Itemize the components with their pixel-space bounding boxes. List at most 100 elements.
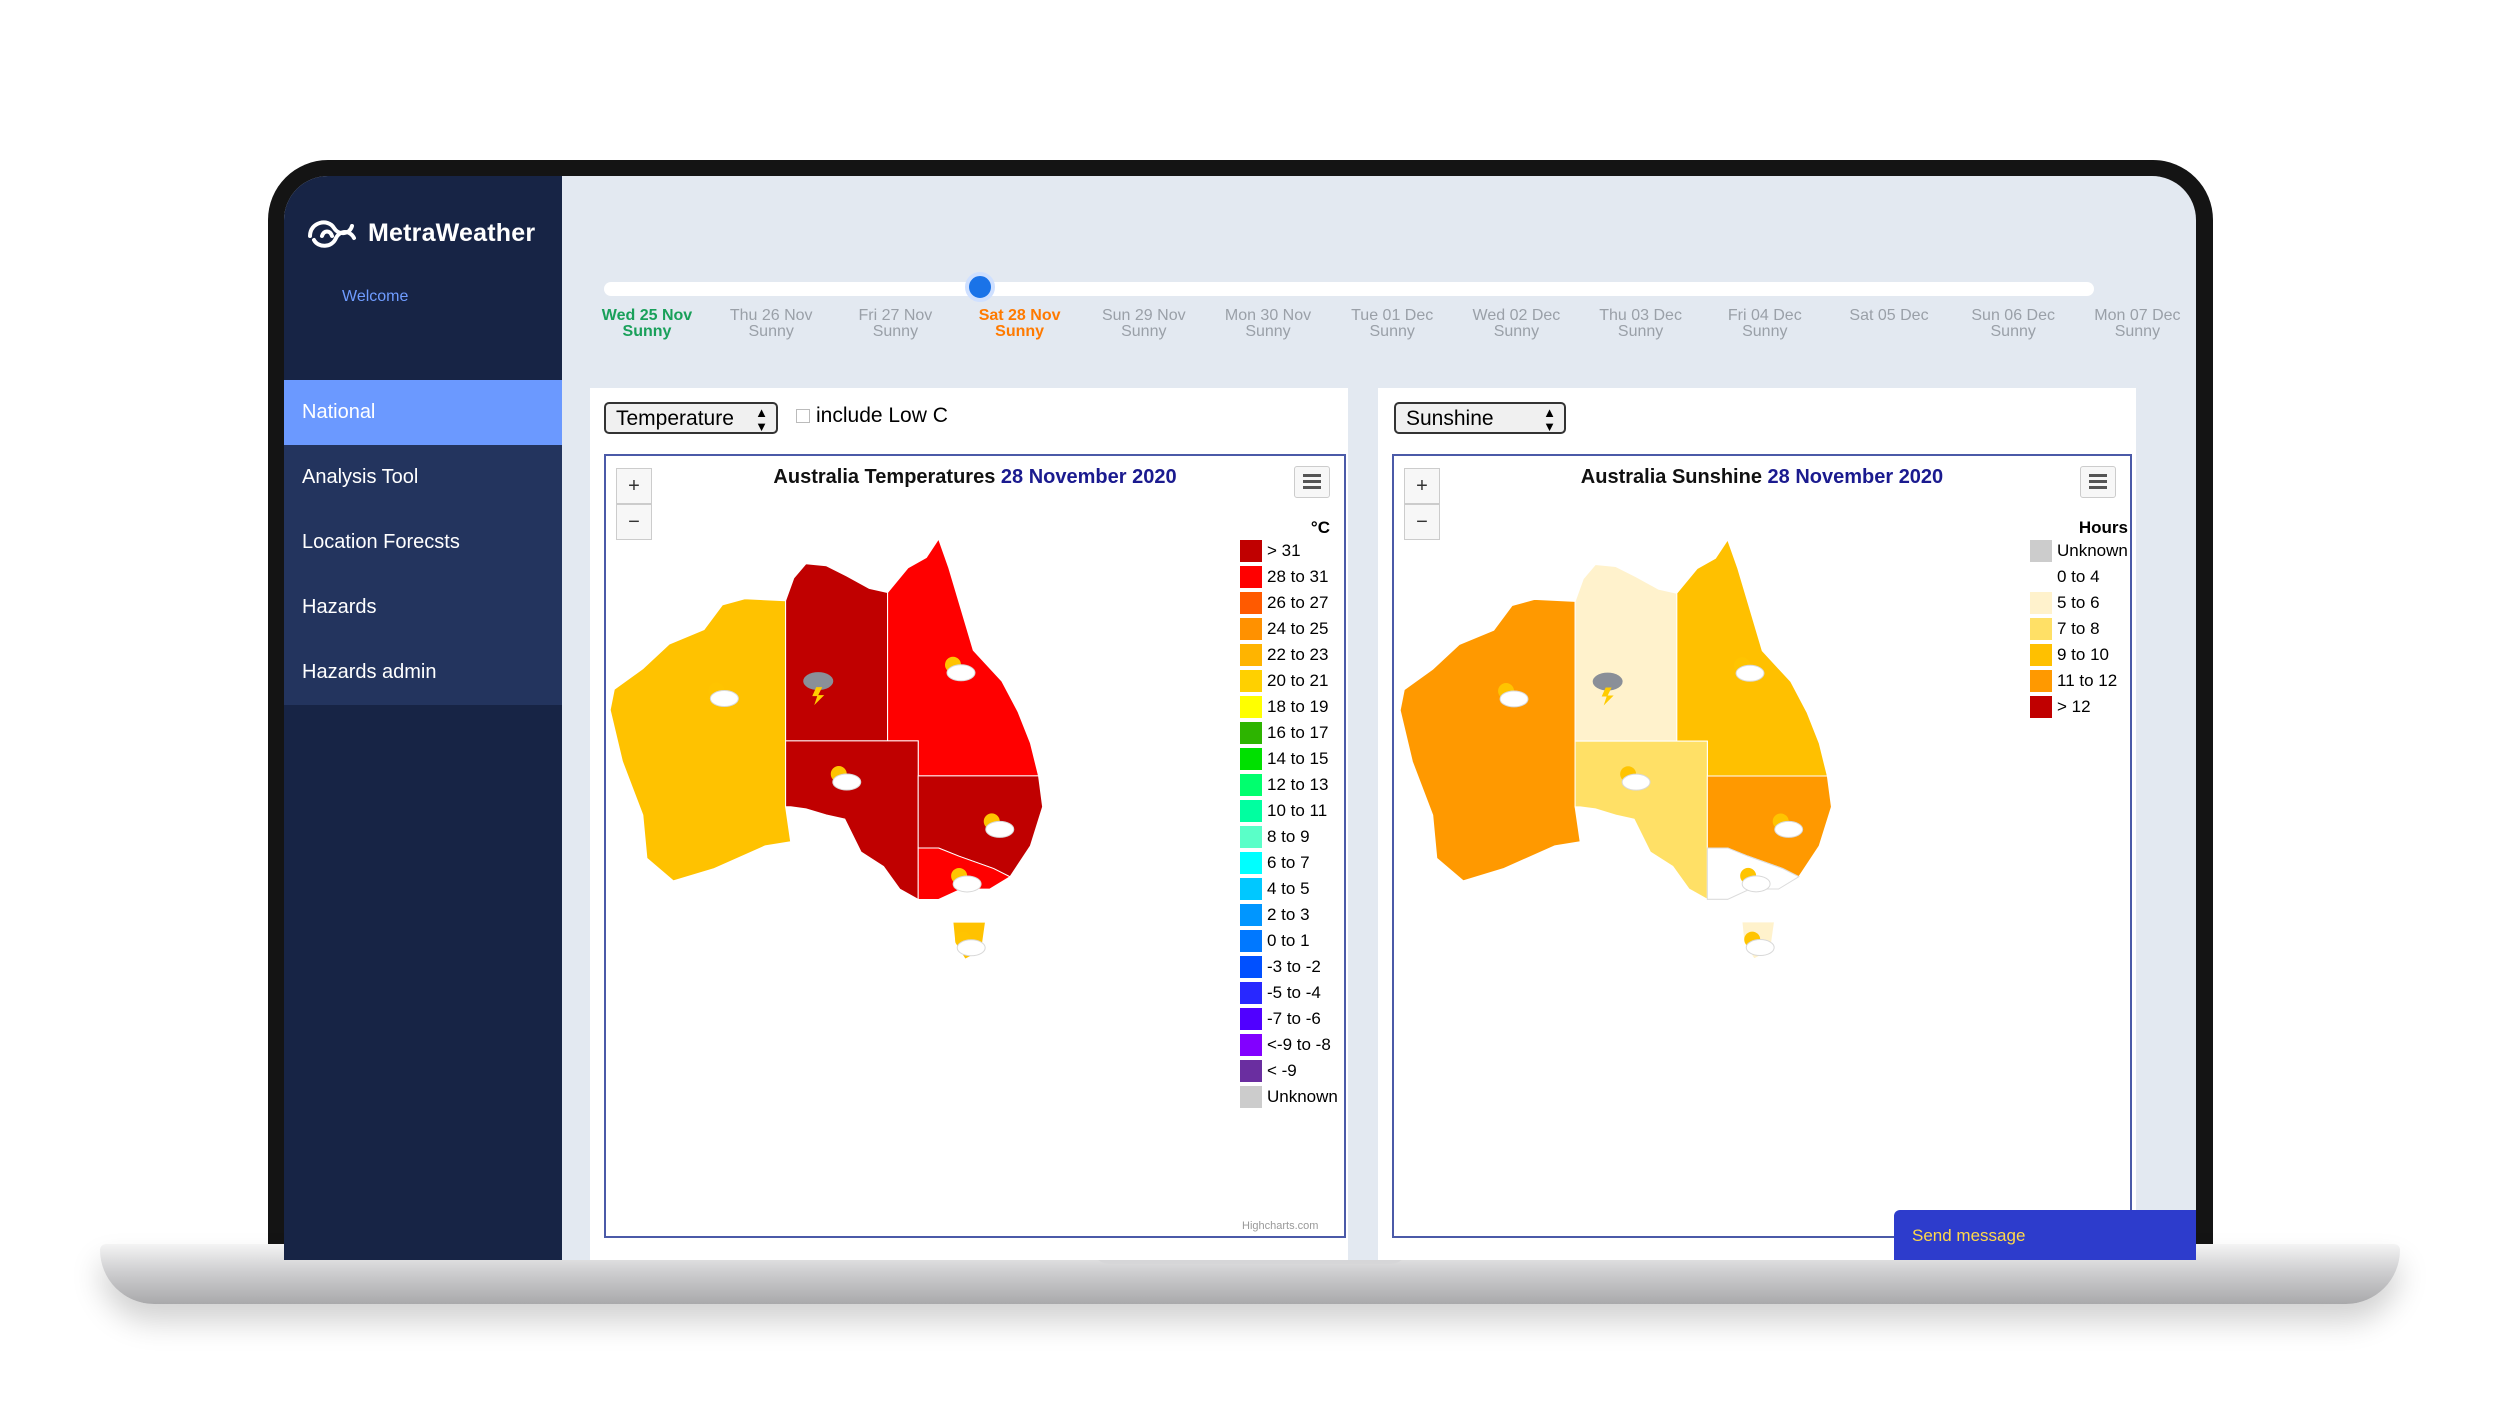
legend-item[interactable]: 14 to 15 [1240,746,1350,772]
legend-item[interactable]: 5 to 6 [2030,590,2130,616]
legend-swatch [1240,982,1262,1004]
state-region-qld[interactable] [1676,538,1829,777]
day-condition: Sunny [1369,323,1415,340]
legend-swatch [1240,1086,1262,1108]
timeline-day[interactable]: Thu 26 Nov Sunny [716,308,826,340]
legend-item[interactable]: 9 to 10 [2030,642,2130,668]
sun-cloud-icon [830,765,862,791]
timeline-slider-handle[interactable] [965,272,995,302]
sidebar-item-hazards-admin[interactable]: Hazards admin [284,640,562,705]
legend-label: 18 to 19 [1267,697,1329,716]
legend-item[interactable]: Unknown [2030,538,2130,564]
legend-item[interactable]: 28 to 31 [1240,564,1350,590]
include-low-checkbox[interactable]: include Low C [796,404,948,428]
legend-item[interactable]: 12 to 13 [1240,772,1350,798]
legend-swatch [2030,592,2052,614]
day-date: Thu 03 Dec [1599,307,1682,324]
brand-logo[interactable]: MetraWeather [306,216,535,250]
sidebar-item-hazards[interactable]: Hazards [284,575,562,640]
legend-swatch [1240,644,1262,666]
map-type-value: Temperature [616,407,734,430]
zoom-in-button[interactable]: + [1404,468,1440,504]
timeline-day[interactable]: Sun 29 Nov Sunny [1089,308,1199,340]
storm-cloud-icon [1592,672,1623,706]
sidebar-item-analysis-tool[interactable]: Analysis Tool [284,445,562,510]
legend-title: °C [1310,518,1330,537]
chart-title: Australia Temperatures 28 November 2020 [606,466,1344,489]
state-region-sa[interactable] [785,740,919,901]
legend-swatch [1240,800,1262,822]
legend-swatch [1240,696,1262,718]
legend-item[interactable]: -3 to -2 [1240,954,1350,980]
legend-item[interactable]: > 31 [1240,538,1350,564]
legend-item[interactable]: 2 to 3 [1240,902,1350,928]
legend-label: 4 to 5 [1267,879,1310,898]
timeline-day[interactable]: Mon 07 Dec Sunny [2082,308,2192,340]
highcharts-credit[interactable]: Highcharts.com [1242,1220,1319,1232]
chart-menu-button[interactable] [2080,466,2116,498]
legend-label: 6 to 7 [1267,853,1310,872]
day-condition: Sunny [1121,323,1167,340]
legend-item[interactable]: 8 to 9 [1240,824,1350,850]
legend-item[interactable]: 0 to 4 [2030,564,2130,590]
sunshine-type-select[interactable]: Sunshine ▲ ▼ [1394,402,1566,434]
legend-swatch [1240,566,1262,588]
zoom-out-button[interactable]: − [616,504,652,540]
storm-cloud-icon [803,672,834,706]
chart-menu-button[interactable] [1294,466,1330,498]
legend-item[interactable]: 10 to 11 [1240,798,1350,824]
legend-item[interactable]: 20 to 21 [1240,668,1350,694]
legend-swatch [1240,1008,1262,1030]
timeline-day[interactable]: Fri 04 Dec Sunny [1710,308,1820,340]
zoom-in-button[interactable]: + [616,468,652,504]
legend-item[interactable]: 16 to 17 [1240,720,1350,746]
legend-item[interactable]: 11 to 12 [2030,668,2130,694]
sidebar-item-national[interactable]: National [284,380,562,445]
legend-label: -3 to -2 [1267,957,1321,976]
state-region-nt[interactable] [785,563,889,742]
legend-item[interactable]: 7 to 8 [2030,616,2130,642]
send-message-button[interactable]: Send message [1894,1210,2196,1260]
state-region-wa[interactable] [609,598,792,882]
sun-cloud-icon [708,682,739,708]
legend-label: 24 to 25 [1267,619,1329,638]
timeline-day[interactable]: Sun 06 Dec Sunny [1958,308,2068,340]
timeline-track[interactable] [604,282,2094,296]
legend-item[interactable]: < -9 [1240,1058,1350,1084]
legend-item[interactable]: 6 to 7 [1240,850,1350,876]
timeline-day[interactable]: Sat 28 Nov Sunny [965,308,1075,340]
legend-item[interactable]: 24 to 25 [1240,616,1350,642]
legend-item[interactable]: 26 to 27 [1240,590,1350,616]
timeline-day[interactable]: Wed 25 Nov Sunny [592,308,702,340]
legend-item[interactable]: 22 to 23 [1240,642,1350,668]
timeline-day[interactable]: Wed 02 Dec Sunny [1461,308,1571,340]
legend-label: -5 to -4 [1267,983,1321,1002]
timeline-day[interactable]: Thu 03 Dec Sunny [1586,308,1696,340]
legend-item[interactable]: Unknown [1240,1084,1350,1110]
state-region-nt[interactable] [1574,563,1678,742]
legend-swatch [1240,592,1262,614]
timeline-day[interactable]: Fri 27 Nov Sunny [840,308,950,340]
legend-item[interactable]: 0 to 1 [1240,928,1350,954]
legend-item[interactable]: <-9 to -8 [1240,1032,1350,1058]
sunshine-chart: Australia Sunshine 28 November 2020 + − … [1392,454,2132,1238]
sun-cloud-icon [1734,657,1765,682]
legend-item[interactable]: 4 to 5 [1240,876,1350,902]
timeline-day[interactable]: Sat 05 Dec [1834,308,1944,324]
legend-item[interactable]: -7 to -6 [1240,1006,1350,1032]
welcome-text[interactable]: Welcome [342,288,409,305]
sidebar-item-location-forecasts[interactable]: Location Forecsts [284,510,562,575]
legend-label: Unknown [2057,541,2128,560]
legend-item[interactable]: -5 to -4 [1240,980,1350,1006]
state-region-wa[interactable] [1399,598,1581,882]
checkbox-box[interactable] [796,409,810,423]
legend-swatch [1240,618,1262,640]
legend-item[interactable]: > 12 [2030,694,2130,720]
zoom-out-button[interactable]: − [1404,504,1440,540]
map-type-select[interactable]: Temperature ▲ ▼ [604,402,778,434]
state-region-sa[interactable] [1574,740,1708,901]
sun-cloud-icon [1498,682,1529,708]
legend-item[interactable]: 18 to 19 [1240,694,1350,720]
timeline-day[interactable]: Mon 30 Nov Sunny [1213,308,1323,340]
timeline-day[interactable]: Tue 01 Dec Sunny [1337,308,1447,340]
